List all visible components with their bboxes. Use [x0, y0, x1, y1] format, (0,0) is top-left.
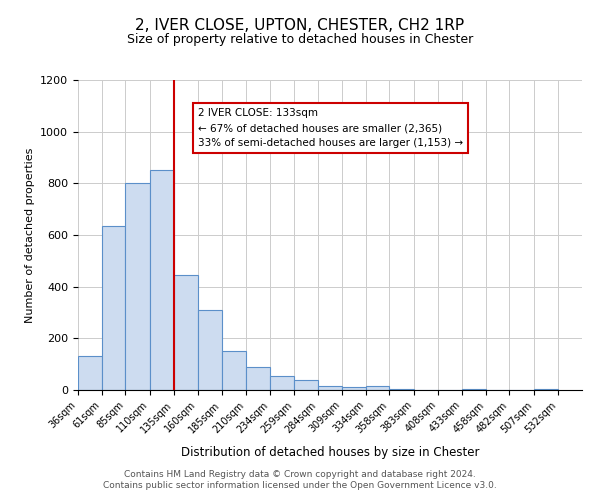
Bar [389, 388, 413, 390]
Bar [102, 226, 125, 390]
Text: Contains HM Land Registry data © Crown copyright and database right 2024.: Contains HM Land Registry data © Crown c… [124, 470, 476, 479]
Bar [294, 380, 318, 390]
Bar [462, 388, 486, 390]
Bar [247, 367, 269, 390]
X-axis label: Distribution of detached houses by size in Chester: Distribution of detached houses by size … [181, 446, 479, 458]
Bar [222, 351, 247, 390]
Text: 2 IVER CLOSE: 133sqm
← 67% of detached houses are smaller (2,365)
33% of semi-de: 2 IVER CLOSE: 133sqm ← 67% of detached h… [198, 108, 463, 148]
Text: Contains public sector information licensed under the Open Government Licence v3: Contains public sector information licen… [103, 481, 497, 490]
Y-axis label: Number of detached properties: Number of detached properties [25, 148, 35, 322]
Bar [342, 388, 366, 390]
Bar [533, 388, 558, 390]
Text: 2, IVER CLOSE, UPTON, CHESTER, CH2 1RP: 2, IVER CLOSE, UPTON, CHESTER, CH2 1RP [136, 18, 464, 32]
Bar [149, 170, 174, 390]
Bar [269, 376, 294, 390]
Text: Size of property relative to detached houses in Chester: Size of property relative to detached ho… [127, 32, 473, 46]
Bar [318, 386, 342, 390]
Bar [366, 386, 389, 390]
Bar [198, 310, 222, 390]
Bar [174, 275, 198, 390]
Bar [125, 184, 149, 390]
Bar [78, 356, 102, 390]
